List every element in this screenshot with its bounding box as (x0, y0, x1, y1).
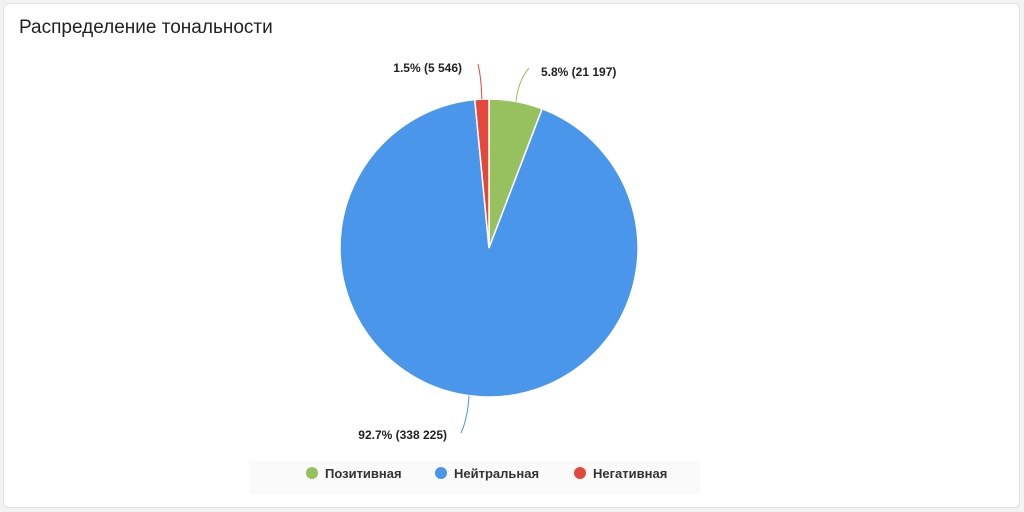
legend-label-1[interactable]: Позитивная (325, 466, 402, 481)
pie-slice-2[interactable] (339, 98, 639, 398)
legend-background (249, 461, 700, 494)
connector-line-1 (515, 67, 530, 102)
data-label-2: 92.7% (338 225) (358, 428, 447, 442)
legend-label-3[interactable]: Негативная (593, 466, 667, 481)
legend: Позитивная Нейтральная Негативная (306, 466, 667, 481)
legend-marker-2[interactable] (435, 467, 447, 479)
pie-slices (339, 98, 639, 398)
legend-marker-1[interactable] (306, 467, 318, 479)
legend-label-2[interactable]: Нейтральная (454, 466, 539, 481)
connector-line-3 (477, 63, 483, 100)
data-label-1: 5.8% (21 197) (541, 65, 616, 79)
label-connectors (460, 63, 530, 434)
legend-marker-3[interactable] (574, 467, 586, 479)
data-label-3: 1.5% (5 546) (393, 61, 462, 75)
connector-line-2 (460, 395, 470, 434)
data-labels: 5.8% (21 197) 92.7% (338 225) 1.5% (5 546) (358, 61, 616, 442)
chart-title: Распределение тональности (19, 17, 273, 38)
